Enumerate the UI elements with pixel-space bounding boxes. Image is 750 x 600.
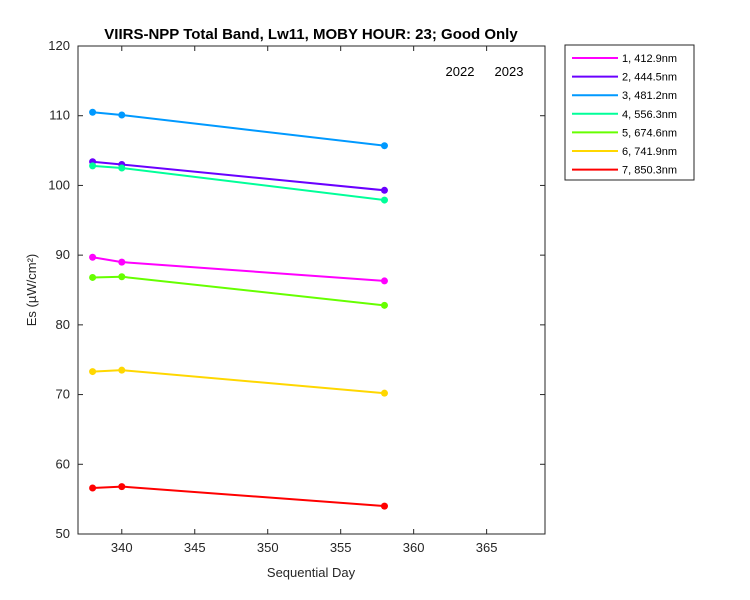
x-tick-label: 345 — [184, 540, 206, 555]
data-point — [89, 253, 97, 261]
data-point — [118, 273, 126, 281]
data-point — [118, 164, 126, 172]
chart-title: VIIRS-NPP Total Band, Lw11, MOBY HOUR: 2… — [104, 26, 518, 43]
data-point — [380, 301, 388, 309]
y-axis-label: Es (µW/cm²) — [24, 254, 39, 326]
data-point — [380, 389, 388, 397]
legend-label: 2, 444.5nm — [622, 72, 677, 84]
data-point — [89, 108, 97, 116]
annotation-2023: 2023 — [495, 64, 524, 79]
y-tick-label: 70 — [56, 387, 70, 402]
data-point — [380, 142, 388, 150]
series-layer — [89, 108, 388, 510]
y-tick-label: 50 — [56, 526, 70, 541]
legend-label: 3, 481.2nm — [622, 90, 677, 102]
data-point — [380, 186, 388, 194]
data-point — [118, 483, 126, 491]
x-tick-label: 350 — [257, 540, 279, 555]
data-point — [380, 502, 388, 510]
data-point — [89, 484, 97, 492]
x-tick-label: 365 — [476, 540, 498, 555]
x-tick-label: 355 — [330, 540, 352, 555]
annotation-2022: 2022 — [446, 64, 475, 79]
y-tick-label: 60 — [56, 456, 70, 471]
legend-label: 5, 674.6nm — [622, 127, 677, 139]
data-point — [118, 366, 126, 374]
y-tick-label: 120 — [48, 38, 70, 53]
plot-area — [77, 45, 546, 535]
y-tick-label: 100 — [48, 177, 70, 192]
legend-box — [564, 44, 695, 181]
y-tick-label: 90 — [56, 247, 70, 262]
legend-label: 6, 741.9nm — [622, 146, 677, 158]
y-axis: 50 60 70 80 90 100 110 120 — [48, 38, 545, 541]
x-tick-label: 340 — [111, 540, 133, 555]
data-point — [380, 277, 388, 285]
x-axis: 340 345 350 355 360 365 — [111, 46, 498, 555]
y-tick-label: 80 — [56, 317, 70, 332]
x-axis-label: Sequential Day — [267, 565, 356, 580]
x-tick-label: 360 — [403, 540, 425, 555]
data-point — [89, 162, 97, 170]
data-point — [118, 111, 126, 119]
data-point — [380, 196, 388, 204]
legend-label: 4, 556.3nm — [622, 109, 677, 121]
data-point — [89, 368, 97, 376]
y-tick-label: 110 — [49, 108, 70, 123]
legend-label: 7, 850.3nm — [622, 165, 677, 177]
data-point — [118, 258, 126, 266]
legend-label: 1, 412.9nm — [622, 53, 677, 65]
data-point — [89, 273, 97, 281]
legend: 1, 412.9nm 2, 444.5nm 3, 481.2nm 4, 556.3nm… — [572, 53, 677, 177]
